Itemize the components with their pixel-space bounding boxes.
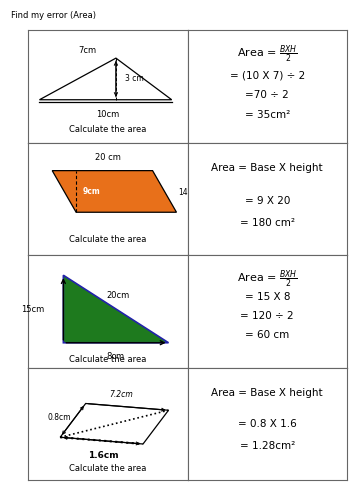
Text: Calculate the area: Calculate the area <box>69 235 147 244</box>
Text: = 180 cm²: = 180 cm² <box>240 218 295 228</box>
Text: Area = $\frac{BXH}{2}$: Area = $\frac{BXH}{2}$ <box>237 44 298 65</box>
Text: 10cm: 10cm <box>96 110 120 119</box>
Text: =70 ÷ 2: =70 ÷ 2 <box>245 90 289 100</box>
Text: 8cm: 8cm <box>107 352 125 361</box>
Text: Area = Base X height: Area = Base X height <box>211 163 323 173</box>
Polygon shape <box>63 275 169 343</box>
Text: Calculate the area: Calculate the area <box>69 124 147 134</box>
Text: = 35cm²: = 35cm² <box>245 110 290 120</box>
Text: = 1.28cm²: = 1.28cm² <box>240 441 295 451</box>
Text: = 120 ÷ 2: = 120 ÷ 2 <box>240 310 294 321</box>
Text: 20cm: 20cm <box>106 291 129 300</box>
Text: = 9 X 20: = 9 X 20 <box>245 196 290 206</box>
Text: 7.2cm: 7.2cm <box>109 390 133 399</box>
Text: Calculate the area: Calculate the area <box>69 464 147 473</box>
Text: Area = Base X height: Area = Base X height <box>211 388 323 398</box>
Text: 1.6cm: 1.6cm <box>88 451 119 460</box>
Text: 7cm: 7cm <box>78 46 96 54</box>
Text: 3 cm: 3 cm <box>125 74 144 83</box>
Polygon shape <box>52 170 177 212</box>
Text: Area = $\frac{BXH}{2}$: Area = $\frac{BXH}{2}$ <box>237 268 298 290</box>
Text: = 0.8 X 1.6: = 0.8 X 1.6 <box>238 418 297 428</box>
Text: = (10 X 7) ÷ 2: = (10 X 7) ÷ 2 <box>230 70 305 80</box>
Text: = 15 X 8: = 15 X 8 <box>245 292 290 302</box>
Text: 9cm: 9cm <box>82 187 100 196</box>
Text: 20 cm: 20 cm <box>95 152 121 162</box>
Text: = 60 cm: = 60 cm <box>245 330 289 340</box>
Text: Find my error (Area): Find my error (Area) <box>11 11 96 20</box>
Text: Calculate the area: Calculate the area <box>69 355 147 364</box>
Text: 0.8cm: 0.8cm <box>47 412 71 422</box>
Text: 15cm: 15cm <box>21 304 44 314</box>
Text: 14cm: 14cm <box>178 188 199 197</box>
